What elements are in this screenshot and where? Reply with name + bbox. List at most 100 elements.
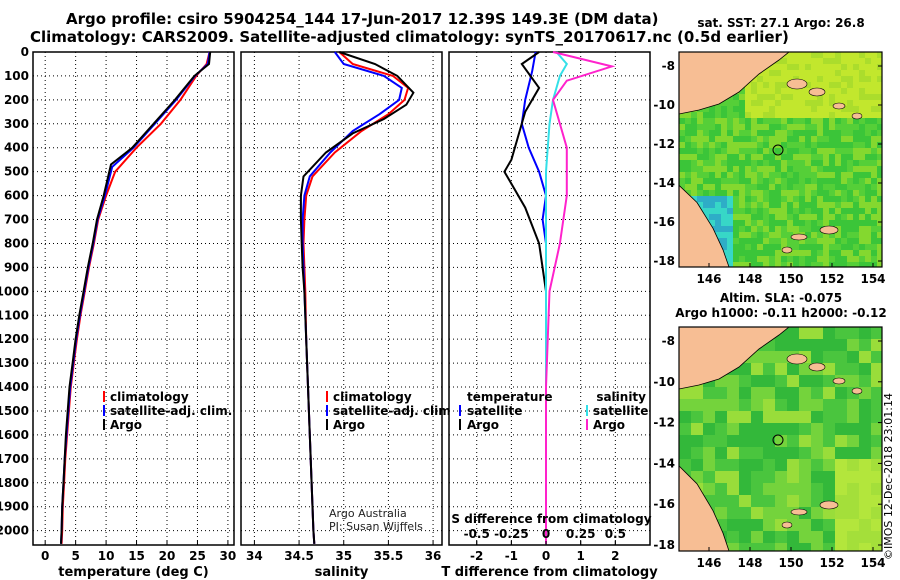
field-cell bbox=[775, 238, 781, 244]
series-line-temperature-argo bbox=[503, 51, 547, 544]
field-cell bbox=[859, 214, 865, 220]
field-cell bbox=[715, 483, 727, 495]
field-cell bbox=[841, 250, 847, 256]
field-cell bbox=[829, 112, 835, 118]
field-cell bbox=[835, 76, 841, 82]
field-cell bbox=[763, 166, 769, 172]
field-cell bbox=[835, 483, 847, 495]
watermark: ©IMOS 12-Dec-2018 23:01:14 bbox=[882, 393, 895, 560]
field-cell bbox=[775, 363, 787, 375]
field-cell bbox=[751, 226, 757, 232]
field-cell bbox=[721, 118, 727, 124]
field-cell bbox=[835, 250, 841, 256]
field-cell bbox=[715, 459, 727, 471]
field-cell bbox=[685, 118, 691, 124]
island bbox=[851, 112, 863, 120]
field-cell bbox=[805, 94, 811, 100]
field-cell bbox=[865, 142, 871, 148]
x-tick-label: 15 bbox=[128, 549, 145, 563]
field-cell bbox=[745, 136, 751, 142]
field-cell bbox=[709, 130, 715, 136]
field-cell bbox=[739, 178, 745, 184]
profile-panel-1: 0 5 10 15 20 25 30 temperature (deg C) climatolo… bbox=[32, 51, 236, 580]
field-cell bbox=[739, 471, 751, 483]
field-cell bbox=[877, 124, 882, 130]
field-cell bbox=[697, 112, 703, 118]
field-cell bbox=[859, 435, 871, 447]
field-cell bbox=[739, 166, 745, 172]
field-cell bbox=[793, 238, 799, 244]
field-cell bbox=[811, 387, 823, 399]
field-cell bbox=[865, 148, 871, 154]
field-cell bbox=[865, 178, 871, 184]
map-frame bbox=[678, 51, 883, 268]
field-cell bbox=[691, 142, 697, 148]
field-cell bbox=[757, 166, 763, 172]
field-cell bbox=[823, 256, 829, 262]
field-cell bbox=[691, 136, 697, 142]
field-cell bbox=[835, 220, 841, 226]
field-cell bbox=[775, 262, 781, 267]
field-cell bbox=[757, 100, 763, 106]
field-cell bbox=[775, 160, 781, 166]
field-cell bbox=[877, 130, 882, 136]
field-cell bbox=[877, 136, 882, 142]
island bbox=[808, 87, 826, 97]
field-cell bbox=[763, 184, 769, 190]
field-cell bbox=[751, 190, 757, 196]
field-cell bbox=[757, 88, 763, 94]
field-cell bbox=[865, 124, 871, 130]
field-cell bbox=[871, 76, 877, 82]
x-tick-label: 10 bbox=[98, 549, 115, 563]
field-cell bbox=[799, 423, 811, 435]
field-cell bbox=[817, 208, 823, 214]
field-cell bbox=[709, 208, 715, 214]
field-cell bbox=[853, 160, 859, 166]
field-cell bbox=[775, 232, 781, 238]
field-cell bbox=[799, 178, 805, 184]
field-cell bbox=[727, 399, 739, 411]
field-cell bbox=[799, 172, 805, 178]
field-cell bbox=[871, 178, 877, 184]
field-cell bbox=[697, 142, 703, 148]
field-cell bbox=[715, 447, 727, 459]
field-cell bbox=[751, 136, 757, 142]
field-cell bbox=[703, 196, 709, 202]
field-cell bbox=[781, 148, 787, 154]
field-cell bbox=[739, 196, 745, 202]
field-cell bbox=[775, 244, 781, 250]
field-cell bbox=[859, 375, 871, 387]
field-cell bbox=[787, 130, 793, 136]
field-cell bbox=[733, 172, 739, 178]
field-cell bbox=[769, 190, 775, 196]
field-cell bbox=[835, 142, 841, 148]
field-cell bbox=[739, 387, 751, 399]
field-cell bbox=[871, 531, 882, 543]
field-cell bbox=[781, 220, 787, 226]
field-cell bbox=[715, 226, 721, 232]
field-cell bbox=[769, 196, 775, 202]
field-cell bbox=[715, 178, 721, 184]
field-cell bbox=[835, 399, 847, 411]
field-cell bbox=[799, 124, 805, 130]
field-cell bbox=[733, 190, 739, 196]
field-cell bbox=[745, 148, 751, 154]
field-cell bbox=[871, 244, 877, 250]
field-cell bbox=[787, 250, 793, 256]
land-mass bbox=[679, 184, 730, 267]
field-cell bbox=[679, 411, 691, 423]
field-cell bbox=[817, 148, 823, 154]
field-cell bbox=[751, 94, 757, 100]
field-cell bbox=[775, 136, 781, 142]
field-cell bbox=[715, 387, 727, 399]
field-cell bbox=[817, 166, 823, 172]
field-cell bbox=[751, 399, 763, 411]
field-cell bbox=[823, 100, 829, 106]
field-cell bbox=[727, 190, 733, 196]
plot-frame bbox=[240, 51, 443, 546]
field-cell bbox=[775, 106, 781, 112]
field-cell bbox=[823, 238, 829, 244]
field-cell bbox=[847, 459, 859, 471]
field-cell bbox=[721, 112, 727, 118]
field-cell bbox=[811, 64, 817, 70]
